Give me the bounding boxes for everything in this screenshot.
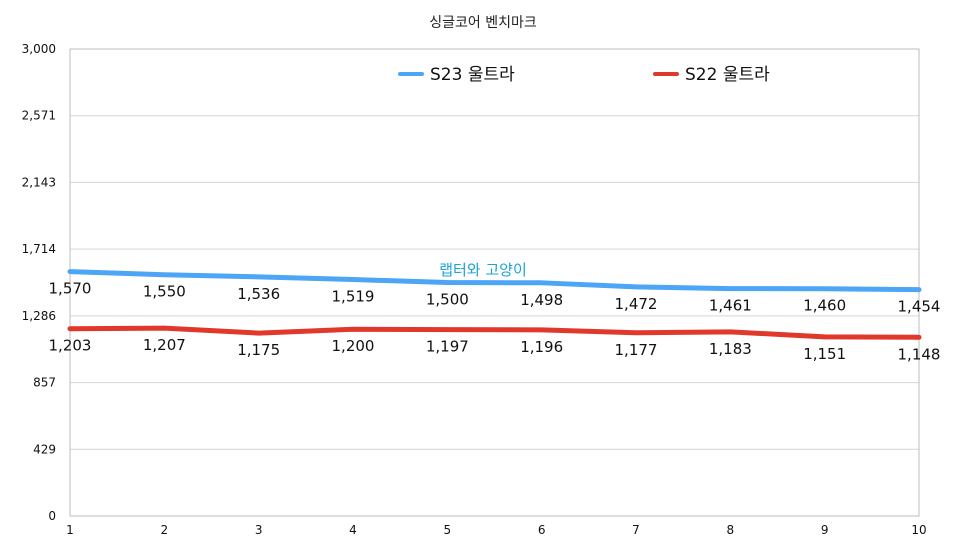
chart-title: 싱글코어 벤치마크 [429,15,537,31]
y-tick-label: 2,143 [22,175,56,189]
x-tick-label: 2 [161,523,169,537]
data-label: 1,196 [520,338,563,356]
x-tick-label: 5 [444,523,452,537]
x-tick-label: 6 [538,523,546,537]
x-tick-label: 8 [727,523,735,537]
data-labels: 1,570 1,550 1,536 1,519 1,500 1,498 1,472 1,461… [49,280,941,364]
y-tick-label: 3,000 [22,42,56,56]
data-label: 1,203 [49,337,92,355]
x-tick-label: 1 [66,523,74,537]
data-label: 1,151 [803,345,846,363]
data-label: 1,148 [898,345,941,363]
data-label: 1,498 [520,291,563,309]
legend: S23 울트라 S22 울트라 [398,65,770,85]
data-label: 1,550 [143,283,186,301]
axes: 0 429 857 1,286 1,714 2,143 2,571 3,000 1 2 3 4 5 6 7 8… [22,42,927,537]
data-label: 1,472 [615,295,658,313]
y-tick-label: 857 [33,376,56,390]
x-tick-label: 7 [632,523,640,537]
data-label: 1,177 [615,341,658,359]
data-label: 1,519 [332,288,375,306]
series-lines [67,269,922,340]
data-label: 1,461 [709,297,752,315]
data-label: 1,207 [143,336,186,354]
y-tick-label: 0 [48,509,56,523]
series-line [67,325,922,340]
series-line [67,269,922,293]
x-tick-label: 9 [821,523,829,537]
data-label: 1,460 [803,297,846,315]
watermark-annotation: 랩터와 고양이 [439,261,527,279]
legend-label: S23 울트라 [430,65,515,85]
data-label: 1,570 [49,280,92,298]
data-label: 1,536 [237,285,280,303]
y-tick-label: 1,714 [22,242,56,256]
x-tick-label: 3 [255,523,263,537]
plot-frame [69,48,920,517]
data-label: 1,500 [426,291,469,309]
x-tick-label: 4 [349,523,357,537]
data-label: 1,183 [709,340,752,358]
y-tick-label: 1,286 [22,309,56,323]
x-tick-label: 10 [911,523,926,537]
data-label: 1,197 [426,338,469,356]
data-label: 1,454 [898,298,941,316]
data-label: 1,200 [332,337,375,355]
y-tick-label: 2,571 [22,109,56,123]
legend-label: S22 울트라 [685,65,770,85]
data-label: 1,175 [237,341,280,359]
y-tick-label: 429 [33,442,56,456]
